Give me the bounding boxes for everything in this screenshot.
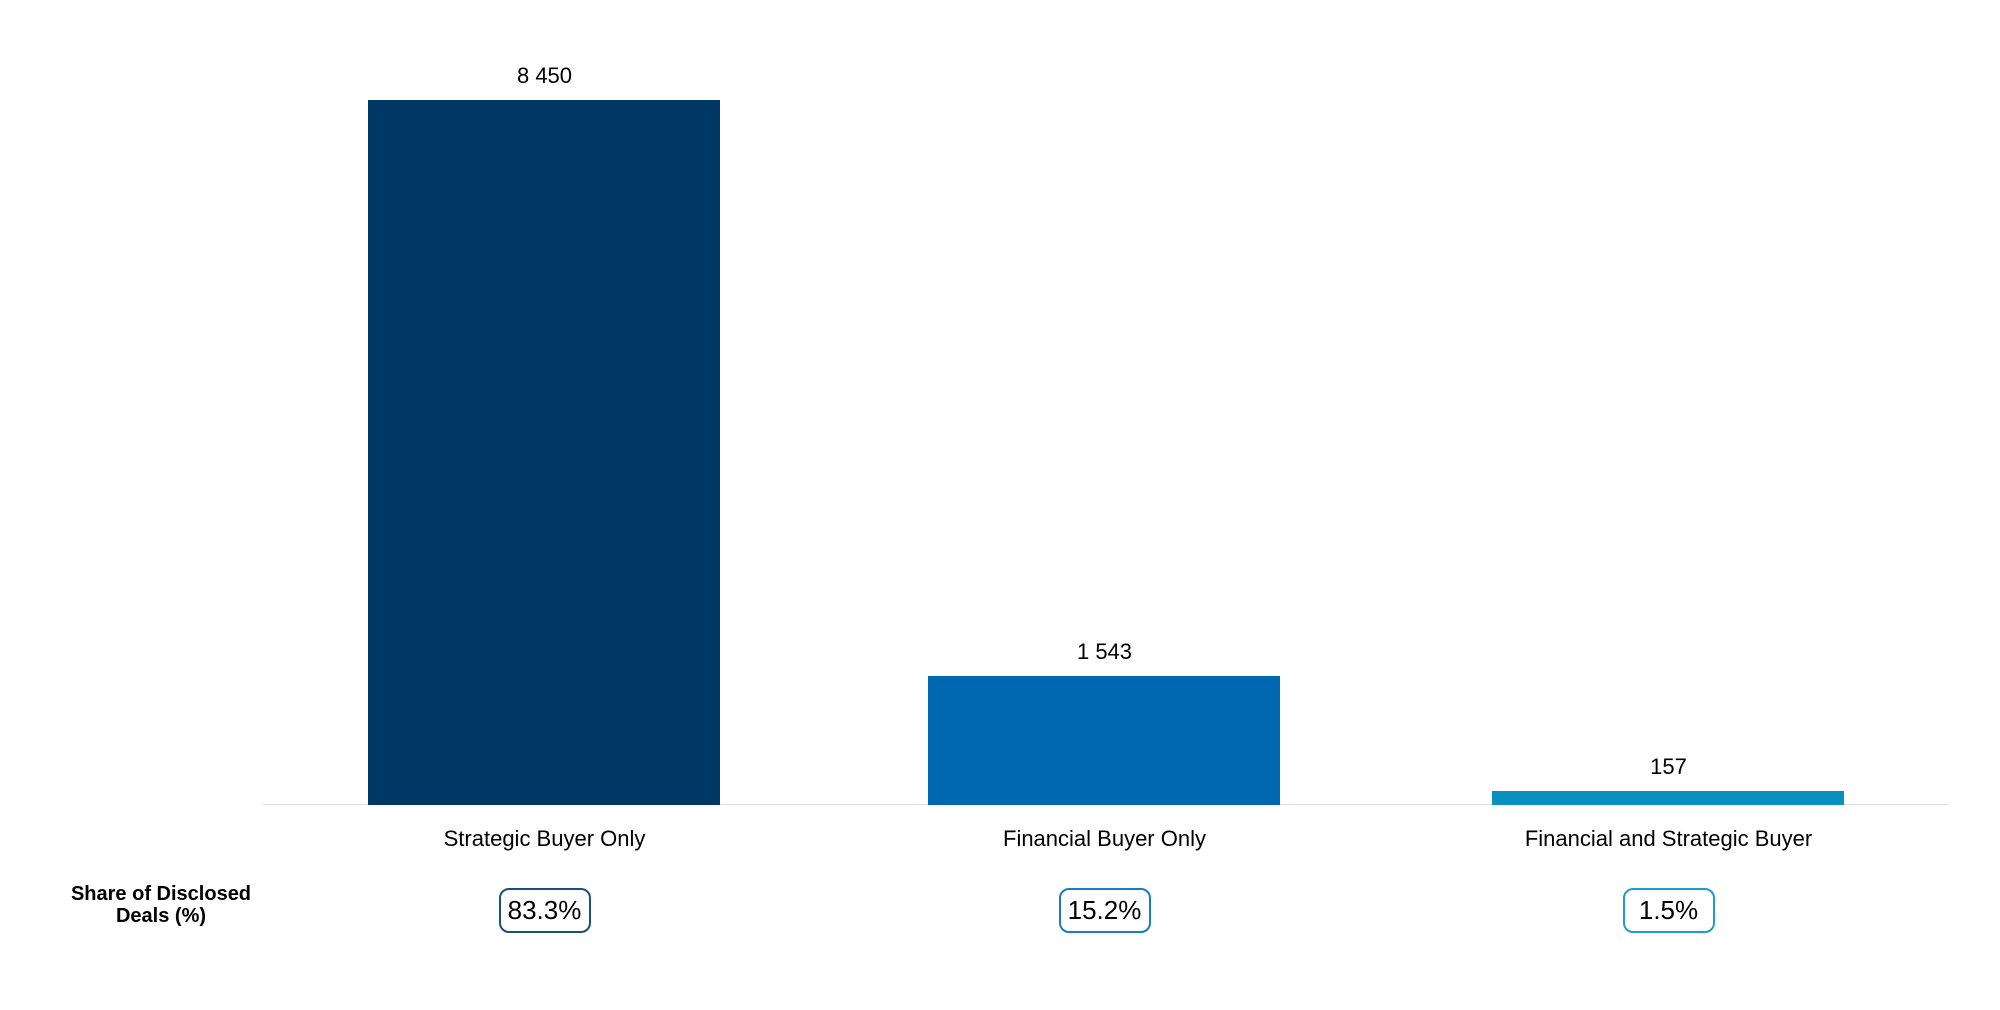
share-row-label: Share of Disclosed Deals (%): [40, 883, 282, 927]
share-badge: 83.3%: [498, 888, 591, 933]
bar-strategic-buyer-only: [368, 100, 720, 805]
share-badge: 15.2%: [1058, 888, 1151, 933]
category-label: Strategic Buyer Only: [443, 826, 646, 851]
bar-financial-buyer-only: [928, 676, 1280, 805]
bar-financial-and-strategic-buyer: [1492, 791, 1844, 805]
bar-group-financial-and-strategic-buyer: 157 Financial and Strategic Buyer 1.5%: [1388, 0, 1949, 1010]
bar-value-label: 157: [1650, 754, 1687, 779]
bar-value-label: 1 543: [1076, 639, 1133, 664]
share-row-label-line1: Share of Disclosed: [70, 883, 252, 905]
bar-group-financial-buyer-only: 1 543 Financial Buyer Only 15.2%: [824, 0, 1385, 1010]
share-row-label-line2: Deals (%): [115, 905, 207, 927]
bar-value-label: 8 450: [516, 63, 573, 88]
category-label: Financial Buyer Only: [1003, 826, 1206, 851]
category-label: Financial and Strategic Buyer: [1524, 826, 1813, 851]
bar-group-strategic-buyer-only: 8 450 Strategic Buyer Only 83.3%: [264, 0, 825, 1010]
share-badge: 1.5%: [1622, 888, 1715, 933]
